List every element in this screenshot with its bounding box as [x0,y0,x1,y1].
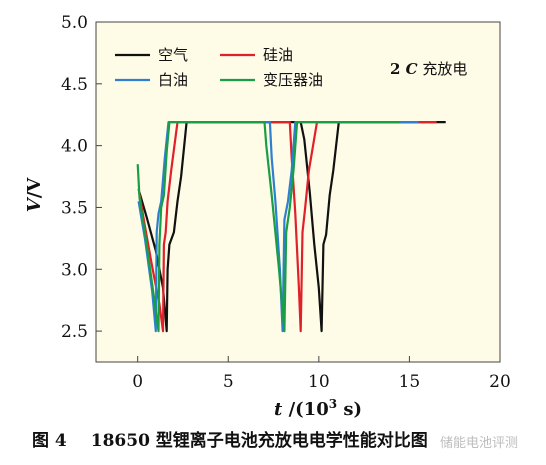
figure-caption: 图 4 18650 型锂离子电池充放电电学性能对比图 [32,430,428,451]
legend-item-air: 空气 [115,46,188,64]
legend-label: 变压器油 [263,71,323,89]
legend-item-white-oil: 白油 [115,71,188,89]
legend-label: 白油 [158,71,188,89]
legend-item-silicone-oil: 硅油 [220,46,293,64]
y-tick-label: 5.0 [61,13,88,33]
x-tick-label: 5 [223,372,234,392]
ticks-layer: 2.5 3.0 3.5 4.0 4.5 5.0 0 5 10 15 20 [61,13,511,392]
series-line-2 [137,120,419,333]
legend: 空气 硅油 白油 变压器油 [115,46,323,89]
series-layer [136,120,446,333]
legend-label: 空气 [158,46,188,64]
legend-label: 硅油 [263,46,293,64]
y-tick-label: 4.5 [61,75,88,95]
rate-annotation: 2 C 充放电 [390,60,467,78]
y-tick-label: 4.0 [61,137,88,157]
series-line-3 [136,120,401,333]
y-tick-label: 3.5 [61,198,88,218]
x-tick-label: 15 [399,372,421,392]
x-tick-label: 0 [132,372,143,392]
watermark: 储能电池评测 [440,436,518,451]
x-tick-label: 10 [308,372,330,392]
y-tick-label: 2.5 [61,322,88,342]
y-tick-label: 3.0 [61,260,88,280]
x-axis-title: t /(103 s) [274,397,362,420]
x-tick-label: 20 [489,372,511,392]
y-axis-title: V/V [24,177,45,213]
legend-item-transformer-oil: 变压器油 [220,71,323,89]
